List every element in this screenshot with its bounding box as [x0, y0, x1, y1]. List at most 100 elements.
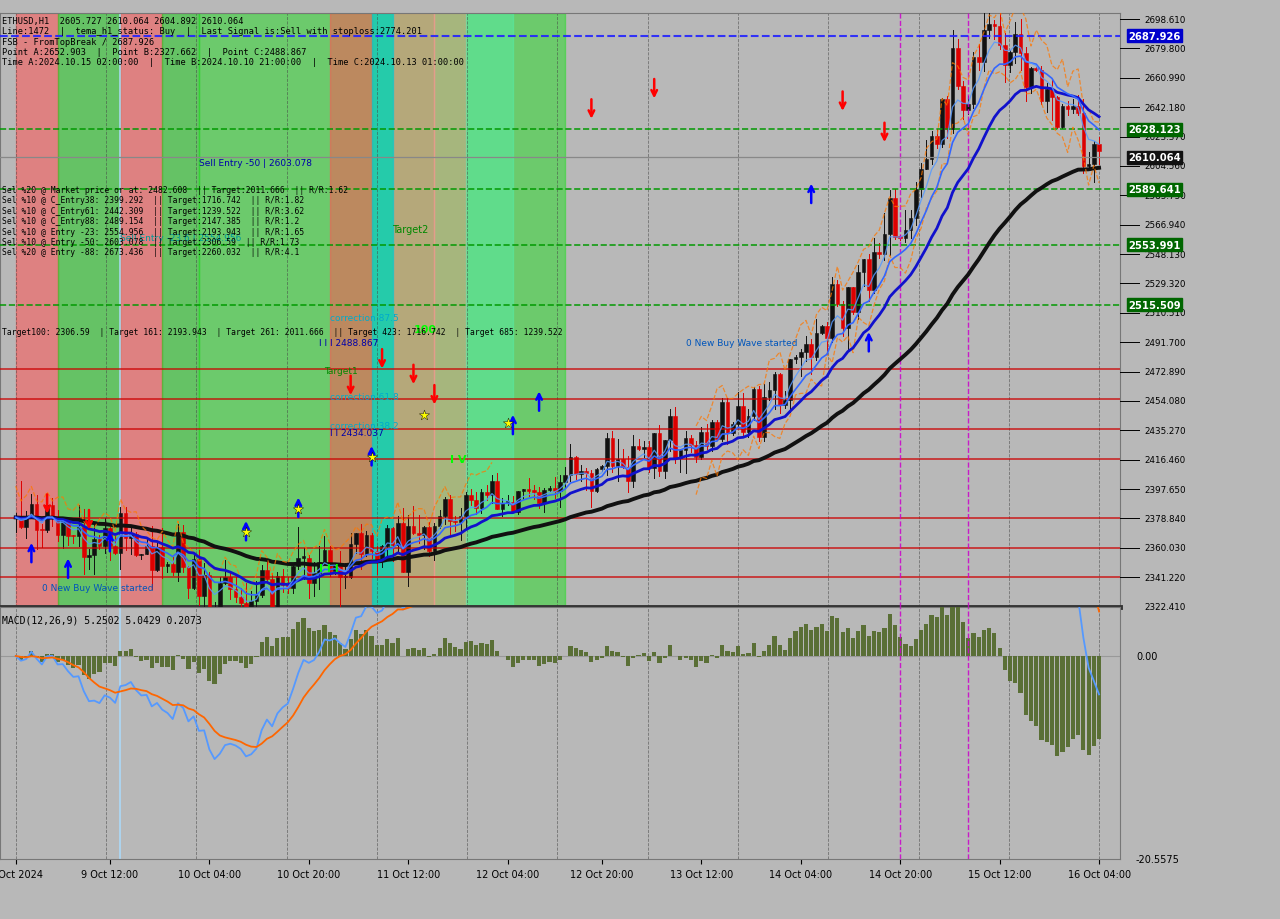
Bar — [579, 650, 582, 656]
Bar — [511, 656, 515, 667]
Bar — [538, 656, 541, 666]
Bar — [731, 652, 735, 656]
Text: correction 61.8: correction 61.8 — [330, 393, 398, 402]
Bar — [831, 285, 835, 339]
Bar — [1076, 107, 1080, 114]
Bar — [668, 416, 672, 441]
Text: 2660.990: 2660.990 — [1144, 74, 1185, 84]
Text: 2585.750: 2585.750 — [1144, 191, 1185, 200]
Bar — [375, 551, 379, 562]
Bar — [328, 632, 332, 656]
Bar — [1071, 656, 1075, 740]
Bar — [934, 137, 938, 144]
Bar — [909, 647, 913, 656]
Bar — [788, 638, 792, 656]
Text: 2589.641: 2589.641 — [1128, 185, 1181, 195]
Text: 2510.510: 2510.510 — [1144, 309, 1185, 318]
Bar — [358, 634, 364, 656]
Bar — [836, 618, 840, 656]
Bar — [705, 433, 708, 447]
Bar — [396, 523, 399, 546]
Bar — [463, 642, 468, 656]
Bar — [1076, 656, 1080, 735]
Bar — [626, 468, 630, 482]
Bar — [72, 535, 76, 537]
Bar — [475, 500, 479, 508]
Bar — [50, 654, 55, 656]
Bar — [170, 656, 175, 670]
Bar — [538, 493, 541, 504]
Text: ETHUSD,H1  2605.727 2610.064 2604.892 2610.064
Line:1472  |  tema_h1_status: Buy: ETHUSD,H1 2605.727 2610.064 2604.892 261… — [3, 17, 465, 67]
Bar — [223, 577, 227, 584]
Bar — [746, 416, 750, 433]
Bar — [605, 439, 609, 467]
Text: 0 New Buy Wave started: 0 New Buy Wave started — [42, 584, 154, 593]
Bar — [746, 653, 750, 656]
Bar — [756, 390, 760, 437]
Bar — [1066, 107, 1070, 109]
Bar — [877, 253, 881, 255]
Bar — [716, 423, 719, 440]
Bar — [768, 391, 771, 398]
Bar — [19, 656, 23, 660]
Bar — [165, 656, 169, 668]
Bar — [385, 640, 389, 656]
Bar — [663, 441, 667, 471]
Bar — [390, 528, 394, 546]
Bar — [904, 644, 908, 656]
Bar — [470, 495, 472, 500]
Bar — [422, 528, 426, 536]
Bar — [270, 646, 274, 656]
Bar — [585, 471, 588, 473]
Bar — [1071, 107, 1075, 109]
Bar — [285, 638, 291, 656]
Bar — [589, 656, 594, 663]
Bar — [1082, 114, 1085, 166]
Bar — [663, 656, 667, 658]
Bar — [997, 649, 1002, 656]
Bar — [67, 521, 70, 536]
Bar — [228, 577, 232, 590]
Text: I I I 2488.867: I I I 2488.867 — [319, 339, 379, 347]
Bar — [250, 656, 253, 664]
Bar — [207, 656, 211, 682]
Bar — [611, 651, 614, 656]
Bar — [123, 652, 128, 656]
Point — [413, 408, 434, 423]
Bar — [118, 651, 123, 656]
Bar — [134, 534, 138, 556]
Bar — [794, 358, 797, 360]
Bar — [548, 488, 552, 491]
Bar — [721, 403, 724, 440]
Bar — [887, 614, 892, 656]
Text: 2454.080: 2454.080 — [1144, 397, 1185, 406]
Bar — [1050, 656, 1053, 745]
Bar — [646, 656, 652, 662]
Bar — [594, 656, 599, 661]
Bar — [893, 626, 897, 656]
Bar — [851, 289, 855, 312]
Bar — [856, 273, 860, 312]
Bar — [35, 656, 38, 658]
Bar — [704, 656, 709, 664]
Bar — [506, 656, 509, 660]
Text: 2623.370: 2623.370 — [1144, 133, 1185, 142]
Bar — [355, 534, 357, 544]
Bar — [280, 637, 284, 656]
Bar — [490, 482, 494, 495]
Bar — [590, 473, 593, 492]
Bar — [919, 170, 923, 190]
Bar — [531, 656, 536, 661]
Bar — [543, 656, 547, 664]
Text: -20.5575: -20.5575 — [1137, 855, 1180, 864]
Bar — [946, 100, 950, 130]
Bar — [385, 528, 389, 546]
Bar — [192, 656, 196, 663]
Bar — [67, 656, 70, 665]
Bar — [616, 652, 620, 656]
Bar — [616, 460, 620, 466]
Bar — [977, 58, 980, 63]
Bar — [982, 630, 986, 656]
Bar — [202, 575, 206, 596]
Bar — [987, 26, 991, 30]
